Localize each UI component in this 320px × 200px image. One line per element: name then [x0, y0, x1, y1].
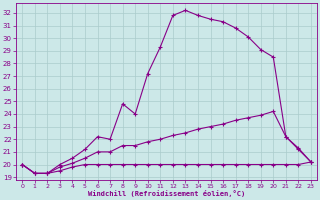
X-axis label: Windchill (Refroidissement éolien,°C): Windchill (Refroidissement éolien,°C)	[88, 190, 245, 197]
